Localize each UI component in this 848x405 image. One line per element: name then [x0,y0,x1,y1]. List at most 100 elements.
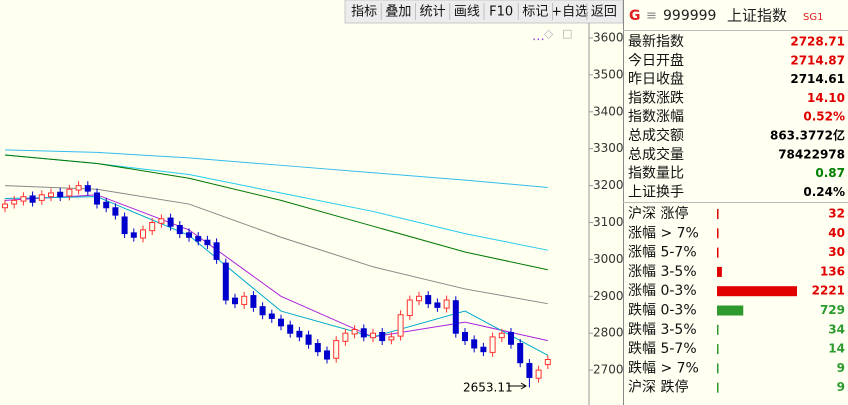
candle-body [94,192,100,205]
candle-body [176,224,183,235]
toolbar-button[interactable]: F10 [489,5,513,20]
quote-value: 2714.61 [790,72,845,86]
candle-body [195,236,202,242]
candle-body [186,232,192,238]
candle-body [480,346,487,353]
candle-body [324,350,330,360]
candle-body [213,242,220,260]
toolbar-button[interactable]: 画线 [454,5,480,20]
breadth-bar [717,247,719,258]
quote-value: 2728.71 [790,35,845,49]
quote-value: 0.52% [803,110,845,124]
toolbar-button[interactable]: +自选 [551,5,588,20]
candle-body [314,343,321,353]
quote-label: 总成交额 [628,127,684,144]
y-tick-label: 3500 [593,67,624,81]
breadth-value: 2221 [812,284,845,298]
stock-name: 上证指数 [727,7,787,25]
candle-body [471,339,478,349]
quote-value: 2714.87 [790,53,845,67]
y-tick-label: 3100 [593,215,624,229]
quote-value: 0.24% [803,185,845,199]
toolbar-button[interactable]: 返回 [591,5,617,20]
breadth-bar [717,382,719,393]
breadth-value: 9 [837,380,845,394]
quote-label: 昨日收盘 [628,71,684,88]
toolbar-button[interactable]: 统计 [420,5,446,20]
candle-body [443,299,450,309]
y-tick-label: 3400 [593,104,624,118]
candle-body [434,302,441,308]
breadth-label: 沪深 涨停 [628,205,688,222]
candle-body [158,218,165,224]
candle-body [379,331,386,342]
quote-label: 上证换手 [628,183,684,200]
candle-body [278,318,284,327]
breadth-bar [717,266,722,277]
breadth-value: 136 [820,264,845,278]
quote-label: 总成交量 [628,146,684,163]
candle-body [38,194,45,201]
toolbar-button[interactable]: 标记 [522,5,548,20]
low-arrow-head [520,382,527,390]
candle-body [498,332,505,339]
candle-body [140,229,146,239]
breadth-label: 跌幅 > 7% [628,360,699,376]
candle-body [130,232,137,238]
y-tick-label: 2800 [593,326,624,340]
quote-value: 14.10 [807,91,845,105]
breadth-value: 40 [828,226,845,240]
breadth-label: 跌幅 5-7% [628,341,697,357]
breadth-value: 14 [828,342,845,356]
breadth-label: 跌幅 0-3% [628,303,697,319]
candle-body [149,222,156,232]
window-icon[interactable]: □ [562,27,572,40]
candle-body [241,295,248,305]
candle-body [397,314,404,337]
candle-body [268,313,275,319]
quote-value: 863.3772亿 [770,128,845,143]
candle-body [333,340,340,359]
candle-body [250,295,257,308]
moving-average [4,149,548,188]
breadth-label: 涨幅 > 7% [628,225,699,241]
candle-body [222,262,229,301]
toolbar-button[interactable]: 指标 [351,5,377,20]
y-tick-label: 2900 [593,289,624,303]
candle-body [287,324,294,334]
candle-body [29,195,36,203]
breadth-value: 729 [820,303,845,317]
y-tick-label: 2700 [593,363,624,377]
candle-body [204,239,211,246]
breadth-label: 涨幅 0-3% [628,283,697,299]
candle-body [388,336,395,341]
quote-value: 0.87 [815,166,845,180]
candle-body [305,334,312,345]
breadth-bar [717,305,744,316]
candle-body [526,362,533,378]
logo: G [629,8,641,24]
candle-body [544,359,551,366]
diamond-icon[interactable]: ◇ [544,27,554,41]
candle-body [66,188,73,197]
quote-label: 指数量比 [628,166,684,182]
toolbar-button[interactable]: 叠加 [385,5,411,20]
menu-icon[interactable]: ≡ [646,9,657,24]
breadth-value: 34 [828,322,845,336]
breadth-value: 9 [837,361,845,375]
quote-label: 最新指数 [628,34,684,50]
y-tick-label: 3200 [593,178,624,192]
quote-label: 指数涨幅 [628,109,684,125]
breadth-bar [717,209,719,219]
breadth-label: 沪深 跌停 [628,379,688,396]
candle-body [416,295,422,302]
breadth-bar [717,286,797,297]
candle-body [232,297,238,305]
breadth-label: 涨幅 3-5% [628,264,697,280]
candle-body [370,332,376,339]
y-tick-label: 3300 [593,141,624,155]
candle-body [452,300,459,334]
candle-body [462,331,468,342]
more-icon[interactable]: ⋯ [532,33,545,48]
candle-body [259,306,266,316]
